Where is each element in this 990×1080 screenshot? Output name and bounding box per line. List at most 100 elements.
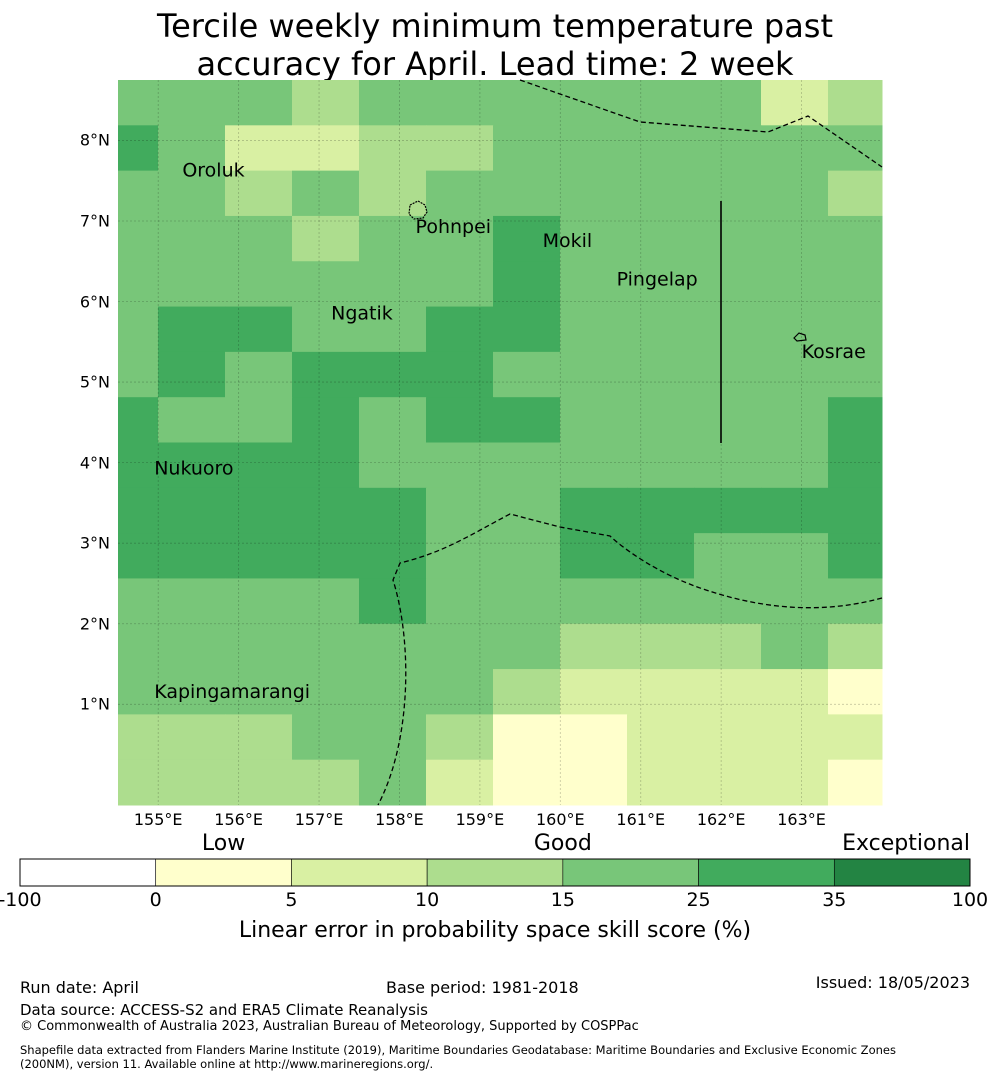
grid-cell <box>761 261 829 308</box>
grid-cell <box>493 487 561 534</box>
grid-cell <box>292 714 360 761</box>
grid-cell <box>828 487 883 534</box>
grid-cell <box>493 578 561 625</box>
grid-cell <box>118 351 159 398</box>
grid-cell <box>560 759 628 806</box>
grid-cell <box>118 261 159 308</box>
grid-cell <box>761 125 829 172</box>
grid-cell <box>225 397 293 443</box>
grid-cell <box>694 351 762 398</box>
eez-boundary-kosrae <box>377 513 883 806</box>
grid-cell <box>426 351 494 398</box>
grid-cell <box>828 170 883 217</box>
longitude-tick-label: 156°E <box>214 810 263 829</box>
grid-cell <box>158 533 226 579</box>
grid-cell <box>359 714 427 761</box>
grid-cell <box>828 714 883 761</box>
latitude-tick-label: 1°N <box>79 694 110 714</box>
grid-cell <box>158 442 226 489</box>
longitude-tick-label: 155°E <box>133 810 183 829</box>
grid-cell <box>627 623 695 670</box>
grid-cell <box>225 442 293 489</box>
grid-cell <box>828 442 883 489</box>
grid-cell <box>627 442 695 489</box>
colorbar-swatch <box>562 858 699 887</box>
grid-cell <box>694 80 762 126</box>
grid-cell <box>158 351 226 398</box>
grid-cell <box>761 714 829 761</box>
grid-cell <box>225 215 293 262</box>
grid-cell <box>225 578 293 625</box>
grid-cell <box>761 397 829 443</box>
grid-cell <box>158 125 226 172</box>
grid-cell <box>761 487 829 534</box>
grid-cell <box>426 669 494 715</box>
grid-cell <box>158 80 226 126</box>
grid-cell <box>493 306 561 353</box>
map-title-line-1: Tercile weekly minimum temperature past <box>156 7 834 45</box>
grid-cell <box>694 261 762 308</box>
colorbar-tick-label: 10 <box>415 889 440 911</box>
grid-cell <box>118 397 159 443</box>
grid-cell <box>761 533 829 579</box>
longitude-tick-label: 163°E <box>777 810 826 829</box>
grid-cell <box>359 351 427 398</box>
grid-cell <box>118 170 159 217</box>
map-title-line-2: accuracy for April. Lead time: 2 week <box>196 45 794 83</box>
grid-cell <box>426 80 494 126</box>
grid-cell <box>359 623 427 670</box>
grid-cell <box>828 351 883 398</box>
grid-cell <box>627 759 695 806</box>
grid-cell <box>828 533 883 579</box>
latitude-tick-label: 8°N <box>79 130 110 150</box>
grid-cell <box>560 125 628 172</box>
data-source: Data source: ACCESS-S2 and ERA5 Climate … <box>20 1001 428 1019</box>
latitude-tick-label: 6°N <box>79 292 110 312</box>
grid-cell <box>560 578 628 625</box>
grid-cell <box>493 442 561 489</box>
colorbar-swatch <box>698 858 835 887</box>
grid-cell <box>761 623 829 670</box>
grid-cell <box>118 533 159 579</box>
grid-cell <box>292 533 360 579</box>
grid-cell <box>118 306 159 353</box>
place-label-kapingamarangi: Kapingamarangi <box>154 681 310 703</box>
grid-cell <box>158 170 226 217</box>
grid-cell <box>225 669 293 715</box>
grid-cell <box>560 170 628 217</box>
grid-cell <box>118 759 159 806</box>
place-label-mokil: Mokil <box>543 230 593 252</box>
grid-cell <box>828 669 883 715</box>
grid-cell <box>627 306 695 353</box>
grid-cell <box>828 397 883 443</box>
place-label-nukuoro: Nukuoro <box>154 458 233 480</box>
grid-cell <box>761 351 829 398</box>
grid-cell <box>225 261 293 308</box>
grid-cell <box>493 215 561 262</box>
grid-cell <box>158 759 226 806</box>
grid-cell <box>158 487 226 534</box>
grid-cell <box>627 533 695 579</box>
longitude-tick-label: 158°E <box>375 810 424 829</box>
island-outlines <box>408 200 807 342</box>
colorbar-category-exceptional: Exceptional <box>842 831 970 856</box>
grid-cell <box>158 397 226 443</box>
grid-cell <box>694 533 762 579</box>
grid-cell <box>694 215 762 262</box>
latitude-tick-label: 4°N <box>79 453 110 473</box>
grid-cell <box>158 669 226 715</box>
grid-cell <box>493 80 561 126</box>
grid-cell <box>694 759 762 806</box>
grid-cell <box>627 487 695 534</box>
grid-cell <box>627 578 695 625</box>
place-label-pohnpei: Pohnpei <box>416 216 492 238</box>
grid-cell <box>359 261 427 308</box>
grid-cell <box>627 351 695 398</box>
grid-cell <box>426 623 494 670</box>
grid-cell <box>560 442 628 489</box>
grid-cell <box>560 261 628 308</box>
grid-cell <box>493 397 561 443</box>
grid-cell <box>118 487 159 534</box>
grid-cell <box>627 397 695 443</box>
grid-cell <box>359 533 427 579</box>
